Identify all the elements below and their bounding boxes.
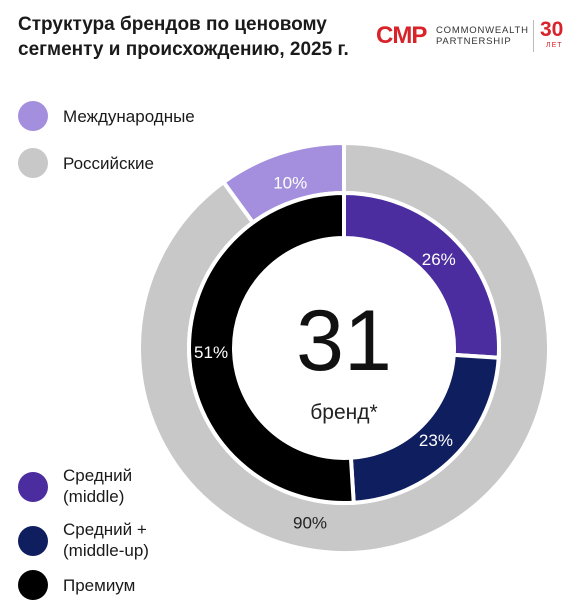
legend-label-premium: Премиум	[63, 576, 136, 595]
legend-label-russian: Российские	[63, 154, 154, 173]
company-logo: CMP COMMONWEALTH PARTNERSHIP 30 ЛЕТ	[376, 18, 576, 54]
anniversary-number: 30	[540, 18, 564, 41]
inner-slice-label-0: 26%	[422, 250, 456, 269]
legend-swatch-middle	[18, 472, 48, 502]
legend-label-middle: Средний (middle)	[63, 466, 133, 506]
company-name-line1: COMMONWEALTH	[436, 25, 529, 36]
legend-swatch-premium	[18, 570, 48, 600]
legend-swatch-russian	[18, 148, 48, 178]
legend-swatch-international	[18, 101, 48, 131]
company-name: COMMONWEALTH PARTNERSHIP	[436, 25, 529, 47]
cmp-logo-mark: CMP	[376, 22, 427, 49]
outer-slice-label-0: 10%	[273, 174, 307, 193]
chart-title: Структура брендов по ценовому сегменту и…	[18, 14, 349, 60]
inner-slice-2	[187, 190, 356, 505]
inner-slice-label-1: 23%	[419, 431, 453, 450]
legend-label-international: Международные	[63, 107, 195, 126]
anniversary-unit: ЛЕТ	[546, 42, 563, 49]
company-name-line2: PARTNERSHIP	[436, 36, 512, 47]
ring-labels: 10% 90% 26% 23% 51%	[194, 174, 456, 533]
center-total-value: 31	[296, 293, 392, 389]
legend-label-middle-up: Средний + (middle-up)	[63, 520, 149, 560]
inner-ring	[187, 190, 501, 505]
center-total-label: бренд*	[310, 401, 377, 424]
logo-divider	[533, 20, 534, 52]
legend-swatch-middle-up	[18, 526, 48, 556]
inner-slice-label-2: 51%	[194, 343, 228, 362]
outer-slice-label-1: 90%	[293, 514, 327, 533]
